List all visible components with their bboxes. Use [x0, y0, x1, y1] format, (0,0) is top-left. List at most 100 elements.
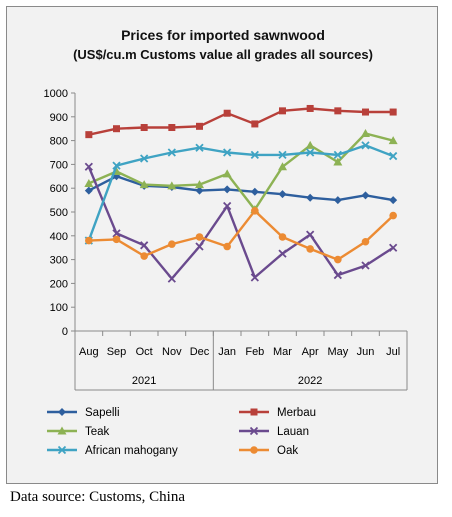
y-tick-label: 600 — [50, 183, 68, 195]
data-point-oak — [361, 237, 370, 246]
data-point-sapelli — [333, 196, 342, 205]
data-source-note: Data source: Customs, China — [10, 489, 185, 505]
x-tick-label: May — [327, 346, 348, 358]
data-point-sapelli — [389, 196, 398, 205]
year-label: 2021 — [132, 375, 156, 387]
legend-swatch-marker — [57, 445, 67, 455]
y-tick-label: 900 — [50, 112, 68, 124]
data-point-lauan — [223, 201, 232, 211]
legend-label: Oak — [277, 445, 298, 457]
data-point-african-mahogany — [195, 143, 204, 152]
legend-item-teak: Teak — [47, 426, 110, 438]
data-point-merbau — [223, 109, 231, 117]
legend-label: Sapelli — [85, 407, 120, 419]
legend-swatch-marker — [57, 426, 67, 435]
y-tick-label: 100 — [50, 302, 68, 314]
data-point-merbau — [113, 125, 120, 133]
legend-swatch-marker — [249, 426, 259, 436]
y-tick-label: 1000 — [44, 88, 68, 100]
data-point-lauan — [333, 270, 342, 280]
data-point-oak — [334, 255, 342, 264]
y-tick-label: 400 — [50, 231, 68, 243]
data-point-lauan — [84, 162, 93, 171]
series-line-merbau — [88, 107, 394, 136]
data-point-merbau — [196, 122, 203, 130]
data-point-african-mahogany — [223, 148, 232, 157]
legend-item-oak: Oak — [239, 445, 298, 457]
data-point-oak — [195, 233, 204, 241]
chart-title: Prices for imported sawnwood — [121, 27, 325, 43]
data-point-oak — [223, 242, 231, 251]
data-point-oak — [112, 235, 121, 244]
legend-swatch-marker — [250, 408, 258, 416]
x-tick-label: Apr — [302, 346, 319, 358]
chart-panel: Prices for imported sawnwood (US$/cu.m C… — [6, 6, 438, 484]
series-teak — [84, 128, 398, 214]
series-oak — [85, 207, 397, 264]
x-tick-label: Oct — [136, 346, 153, 358]
data-point-oak — [278, 233, 287, 241]
data-point-oak — [168, 240, 176, 248]
axes: 0 100 200 300 400 500 600 700 800 900 1000 Aug Sep Oc… — [44, 88, 408, 391]
data-point-merbau — [85, 131, 93, 139]
data-point-lauan — [195, 242, 204, 251]
series-line-african-mahogany — [87, 144, 394, 242]
data-point-lauan — [167, 274, 176, 283]
legend-label: Merbau — [277, 407, 316, 419]
x-tick-label: Aug — [79, 346, 99, 358]
series-line-teak — [88, 132, 394, 211]
x-tick-label: Jun — [357, 346, 375, 358]
data-point-lauan — [306, 230, 315, 239]
data-point-sapelli — [195, 186, 204, 195]
x-tick-label: Mar — [273, 346, 292, 358]
data-point-african-mahogany — [278, 150, 287, 160]
y-tick-label: 200 — [50, 278, 68, 290]
y-tick-label: 500 — [50, 207, 68, 219]
data-point-merbau — [389, 108, 397, 116]
data-point-merbau — [306, 104, 314, 112]
data-point-african-mahogany — [250, 150, 259, 160]
x-tick-label: Dec — [190, 346, 210, 358]
data-point-oak — [306, 245, 314, 253]
data-point-teak — [278, 162, 287, 171]
data-point-merbau — [168, 124, 176, 132]
legend-label: African mahogany — [85, 445, 178, 457]
data-point-sapelli — [84, 186, 93, 195]
data-point-lauan — [389, 243, 398, 252]
x-tick-label: Feb — [245, 346, 264, 358]
plot-marks — [84, 104, 398, 283]
x-tick-label: Sep — [107, 346, 127, 358]
y-tick-label: 300 — [50, 255, 68, 267]
data-point-oak — [389, 211, 397, 220]
data-point-african-mahogany — [112, 161, 121, 170]
y-tick-label: 0 — [62, 326, 68, 338]
series-line-lauan — [87, 166, 394, 280]
data-point-merbau — [362, 108, 369, 116]
data-point-teak — [222, 169, 232, 178]
series-merbau — [85, 104, 397, 139]
series-line-oak — [88, 209, 395, 261]
data-point-african-mahogany — [306, 148, 315, 157]
x-tick-label: Nov — [162, 346, 182, 358]
data-point-sapelli — [278, 190, 287, 199]
y-tick-label: 800 — [50, 136, 68, 148]
data-point-oak — [140, 252, 148, 260]
data-point-teak — [305, 140, 315, 149]
series-sapelli — [84, 172, 398, 205]
data-point-merbau — [334, 107, 342, 115]
legend-label: Lauan — [277, 426, 309, 438]
legend: Sapelli Merbau Teak Lauan African mahogany Oa… — [47, 407, 316, 457]
data-point-oak — [251, 207, 259, 215]
data-point-sapelli — [223, 185, 232, 194]
data-point-teak — [361, 128, 370, 137]
y-tick-label: 700 — [50, 159, 68, 171]
data-point-teak — [333, 157, 343, 166]
series-lauan — [84, 162, 398, 283]
legend-item-sapelli: Sapelli — [47, 407, 120, 419]
data-point-sapelli — [306, 193, 315, 202]
data-point-lauan — [112, 229, 121, 238]
data-point-oak — [85, 236, 93, 245]
data-point-sapelli — [361, 191, 370, 200]
legend-label: Teak — [85, 426, 110, 438]
data-point-lauan — [140, 241, 149, 250]
